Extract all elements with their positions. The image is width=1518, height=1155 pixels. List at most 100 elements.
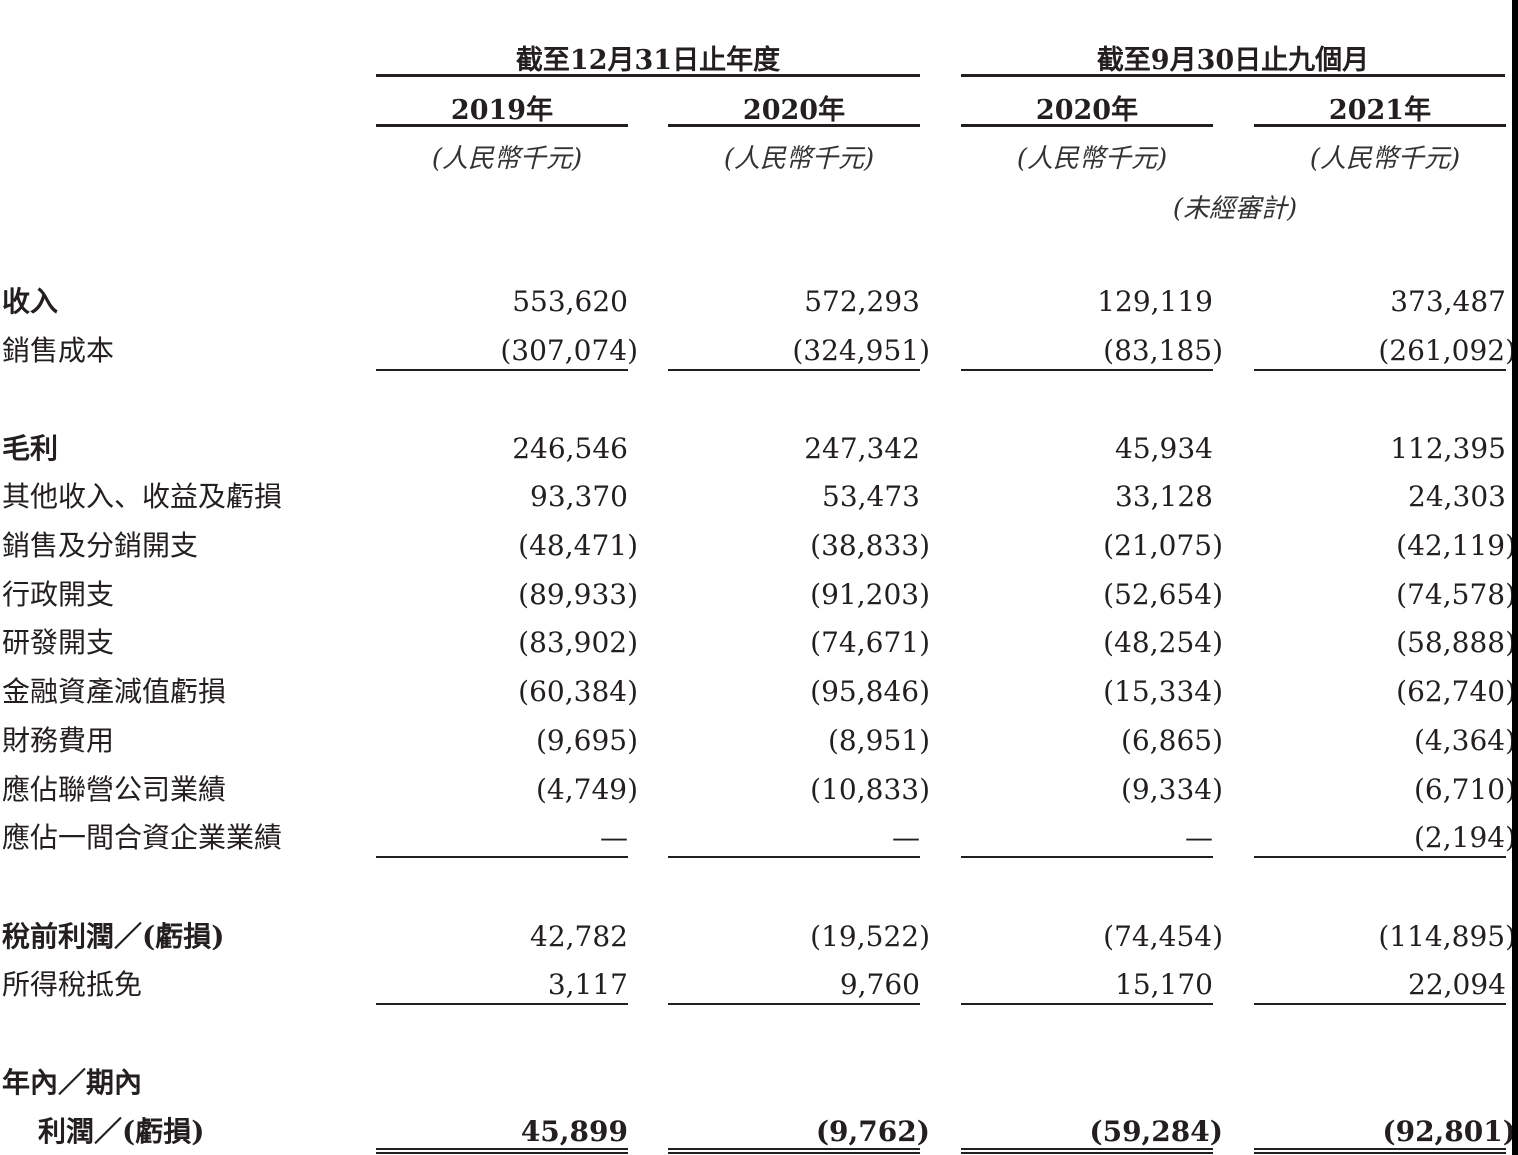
cell-value: (6,865): [1120, 724, 1223, 757]
total-rule: [376, 1003, 628, 1005]
cell-value: 45,934: [1115, 432, 1213, 465]
cell-value: (114,895): [1378, 920, 1516, 953]
cell-value: —: [600, 821, 628, 854]
unit-label: (人民幣千元): [723, 144, 875, 174]
cell-value: (48,254): [1103, 626, 1223, 659]
cell-value: (324,951): [792, 334, 930, 367]
cell-value: 15,170: [1115, 968, 1213, 1001]
cell-value: 247,342: [804, 432, 920, 465]
unit-label: (人民幣千元): [1309, 144, 1461, 174]
cell-value: (42,119): [1396, 529, 1516, 562]
row-label: 行政開支: [2, 578, 115, 611]
cell-value: 45,899: [520, 1115, 628, 1148]
row-label: 年內／期內: [2, 1066, 143, 1099]
row-label: 毛利: [2, 432, 59, 465]
cell-value: (9,334): [1120, 773, 1223, 806]
row-label: 所得稅抵免: [2, 968, 143, 1001]
cell-value: 129,119: [1097, 285, 1213, 318]
cell-value: (21,075): [1103, 529, 1223, 562]
total-rule: [961, 856, 1213, 858]
cell-value: (19,522): [810, 920, 930, 953]
total-rule: [961, 369, 1213, 371]
total-rule: [961, 1148, 1213, 1150]
cell-value: (10,833): [810, 773, 930, 806]
column-year-2019: 2019年: [450, 95, 554, 126]
cell-value: (58,888): [1396, 626, 1516, 659]
unit-label: (人民幣千元): [1016, 144, 1168, 174]
cell-value: (48,471): [518, 529, 638, 562]
total-rule: [668, 856, 920, 858]
total-rule: [1254, 1152, 1506, 1154]
cell-value: (38,833): [810, 529, 930, 562]
row-label: 其他收入、收益及虧損: [2, 480, 283, 513]
cell-value: (261,092): [1378, 334, 1516, 367]
total-rule: [961, 1152, 1213, 1154]
row-label: 應佔一間合資企業業績: [2, 821, 283, 854]
cell-value: (62,740): [1396, 675, 1516, 708]
cell-value: (74,671): [810, 626, 930, 659]
cell-value: (83,902): [518, 626, 638, 659]
row-label: 金融資產減值虧損: [2, 675, 227, 708]
cell-value: 3,117: [547, 968, 628, 1001]
cell-value: (92,801): [1382, 1115, 1516, 1148]
cell-value: 112,395: [1390, 432, 1506, 465]
row-label: 研發開支: [2, 626, 115, 659]
header-rule: [376, 74, 920, 77]
cell-value: (74,578): [1396, 578, 1516, 611]
cell-value: (60,384): [518, 675, 638, 708]
row-label: 收入: [2, 285, 59, 318]
column-rule: [1254, 124, 1506, 127]
total-rule: [376, 1152, 628, 1154]
total-rule: [376, 1148, 628, 1150]
cell-value: 246,546: [512, 432, 628, 465]
header-year-ended: 截至12月31日止年度: [515, 45, 781, 76]
column-rule: [668, 124, 920, 127]
total-rule: [1254, 369, 1506, 371]
cell-value: (9,695): [535, 724, 638, 757]
cell-value: (4,749): [535, 773, 638, 806]
cell-value: 93,370: [530, 480, 628, 513]
cell-value: 572,293: [804, 285, 920, 318]
column-period-2021: 2021年: [1328, 95, 1432, 126]
cell-value: 9,760: [839, 968, 920, 1001]
cell-value: (52,654): [1103, 578, 1223, 611]
cell-value: —: [1185, 821, 1213, 854]
row-label: 稅前利潤／(虧損): [2, 920, 225, 953]
cell-value: (95,846): [810, 675, 930, 708]
column-rule: [961, 124, 1213, 127]
cell-value: (4,364): [1413, 724, 1516, 757]
cell-value: (83,185): [1103, 334, 1223, 367]
cell-value: (15,334): [1103, 675, 1223, 708]
cell-value: 33,128: [1115, 480, 1213, 513]
cell-value: (6,710): [1413, 773, 1516, 806]
cell-value: (74,454): [1103, 920, 1223, 953]
total-rule: [668, 1148, 920, 1150]
cell-value: 22,094: [1408, 968, 1506, 1001]
total-rule: [1254, 1148, 1506, 1150]
cell-value: 24,303: [1408, 480, 1506, 513]
cell-value: 42,782: [530, 920, 628, 953]
total-rule: [376, 856, 628, 858]
row-label: 利潤／(虧損): [38, 1115, 205, 1148]
total-rule: [668, 369, 920, 371]
cell-value: (9,762): [815, 1115, 930, 1148]
total-rule: [376, 369, 628, 371]
cell-value: (91,203): [810, 578, 930, 611]
column-rule: [376, 124, 628, 127]
row-label: 銷售成本: [2, 334, 115, 367]
cell-value: 553,620: [512, 285, 628, 318]
row-label: 銷售及分銷開支: [2, 529, 199, 562]
row-label: 應佔聯營公司業績: [2, 773, 227, 806]
row-label: 財務費用: [2, 724, 115, 757]
total-rule: [668, 1152, 920, 1154]
column-period-2020: 2020年: [1035, 95, 1139, 126]
total-rule: [961, 1003, 1213, 1005]
cell-value: (89,933): [518, 578, 638, 611]
cell-value: 373,487: [1390, 285, 1506, 318]
cell-value: (59,284): [1089, 1115, 1223, 1148]
header-nine-months: 截至9月30日止九個月: [1096, 45, 1370, 76]
cell-value: (2,194): [1413, 821, 1516, 854]
unaudited-note: (未經審計): [1172, 194, 1298, 224]
total-rule: [1254, 856, 1506, 858]
total-rule: [1254, 1003, 1506, 1005]
